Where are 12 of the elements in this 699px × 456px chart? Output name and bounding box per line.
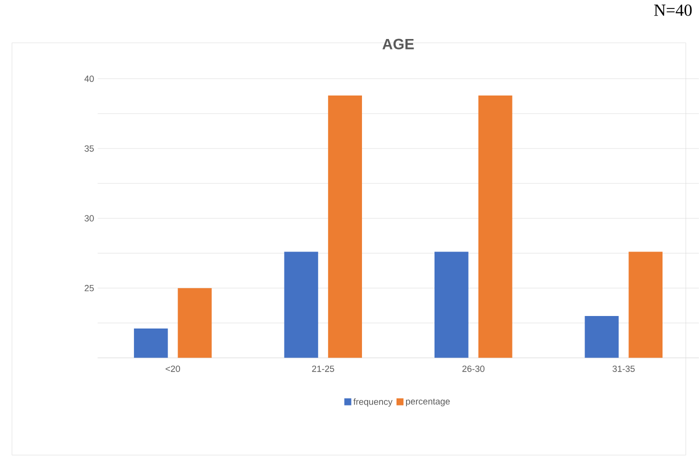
x-tick-label: 26-30 xyxy=(462,366,484,372)
legend-label: frequency xyxy=(353,398,393,407)
x-tick-label: 21-25 xyxy=(312,366,334,372)
y-tick-label: 25 xyxy=(84,285,94,292)
text: N=40 xyxy=(654,4,692,16)
y-tick-label: 35 xyxy=(84,146,94,152)
y-tick-label: 30 xyxy=(84,215,94,222)
x-tick-label: 31-35 xyxy=(612,366,635,372)
legend-label: percentage xyxy=(406,398,450,407)
chart-title: AGE xyxy=(382,39,414,50)
x-tick-label: <20 xyxy=(166,366,180,372)
y-tick-label: 40 xyxy=(84,76,94,82)
